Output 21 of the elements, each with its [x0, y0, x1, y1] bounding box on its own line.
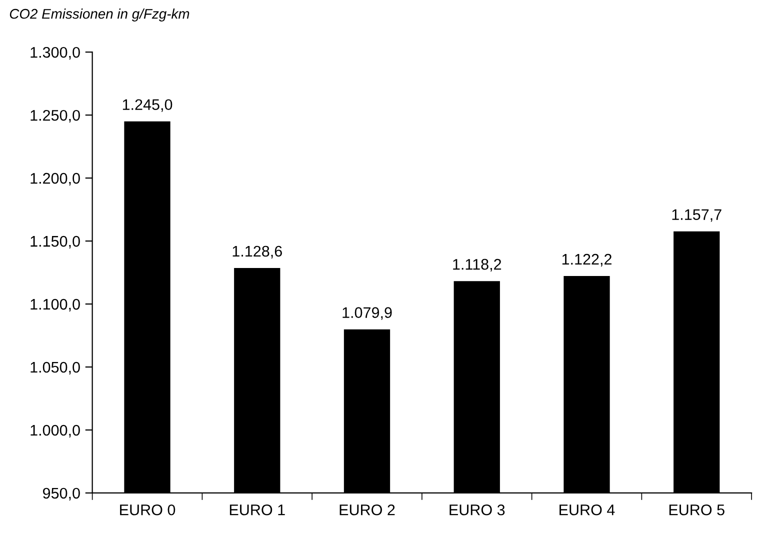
- x-tick-label: EURO 1: [230, 504, 285, 516]
- y-tick-label: 1.100,0: [30, 298, 80, 312]
- x-tick-label: EURO 0: [120, 504, 176, 516]
- data-label: 1.128,6: [232, 246, 282, 258]
- data-label: 1.122,2: [562, 254, 612, 267]
- y-tick-label: 1.300,0: [30, 46, 80, 60]
- x-tick-label: EURO 2: [340, 504, 395, 516]
- data-label: 1.157,7: [672, 209, 722, 222]
- data-label: 1.079,9: [342, 307, 392, 320]
- y-tick-label: 1.200,0: [30, 172, 80, 186]
- y-tick-label: 1.250,0: [30, 110, 80, 123]
- x-tick-label: EURO 5: [669, 504, 724, 516]
- data-label: 1.118,2: [453, 258, 502, 272]
- x-tick-label: EURO 4: [560, 504, 615, 516]
- y-tick-label: 1.000,0: [30, 424, 80, 438]
- x-tick-label: EURO 3: [450, 504, 505, 516]
- y-tick-label: 1.050,0: [30, 362, 80, 374]
- y-axis-title: CO2 Emissionen in g/Fzg-km: [10, 8, 190, 22]
- data-label: 1.245,0: [122, 99, 172, 112]
- y-tick-label: 950,0: [43, 488, 80, 500]
- y-tick-label: 1.150,0: [30, 236, 80, 249]
